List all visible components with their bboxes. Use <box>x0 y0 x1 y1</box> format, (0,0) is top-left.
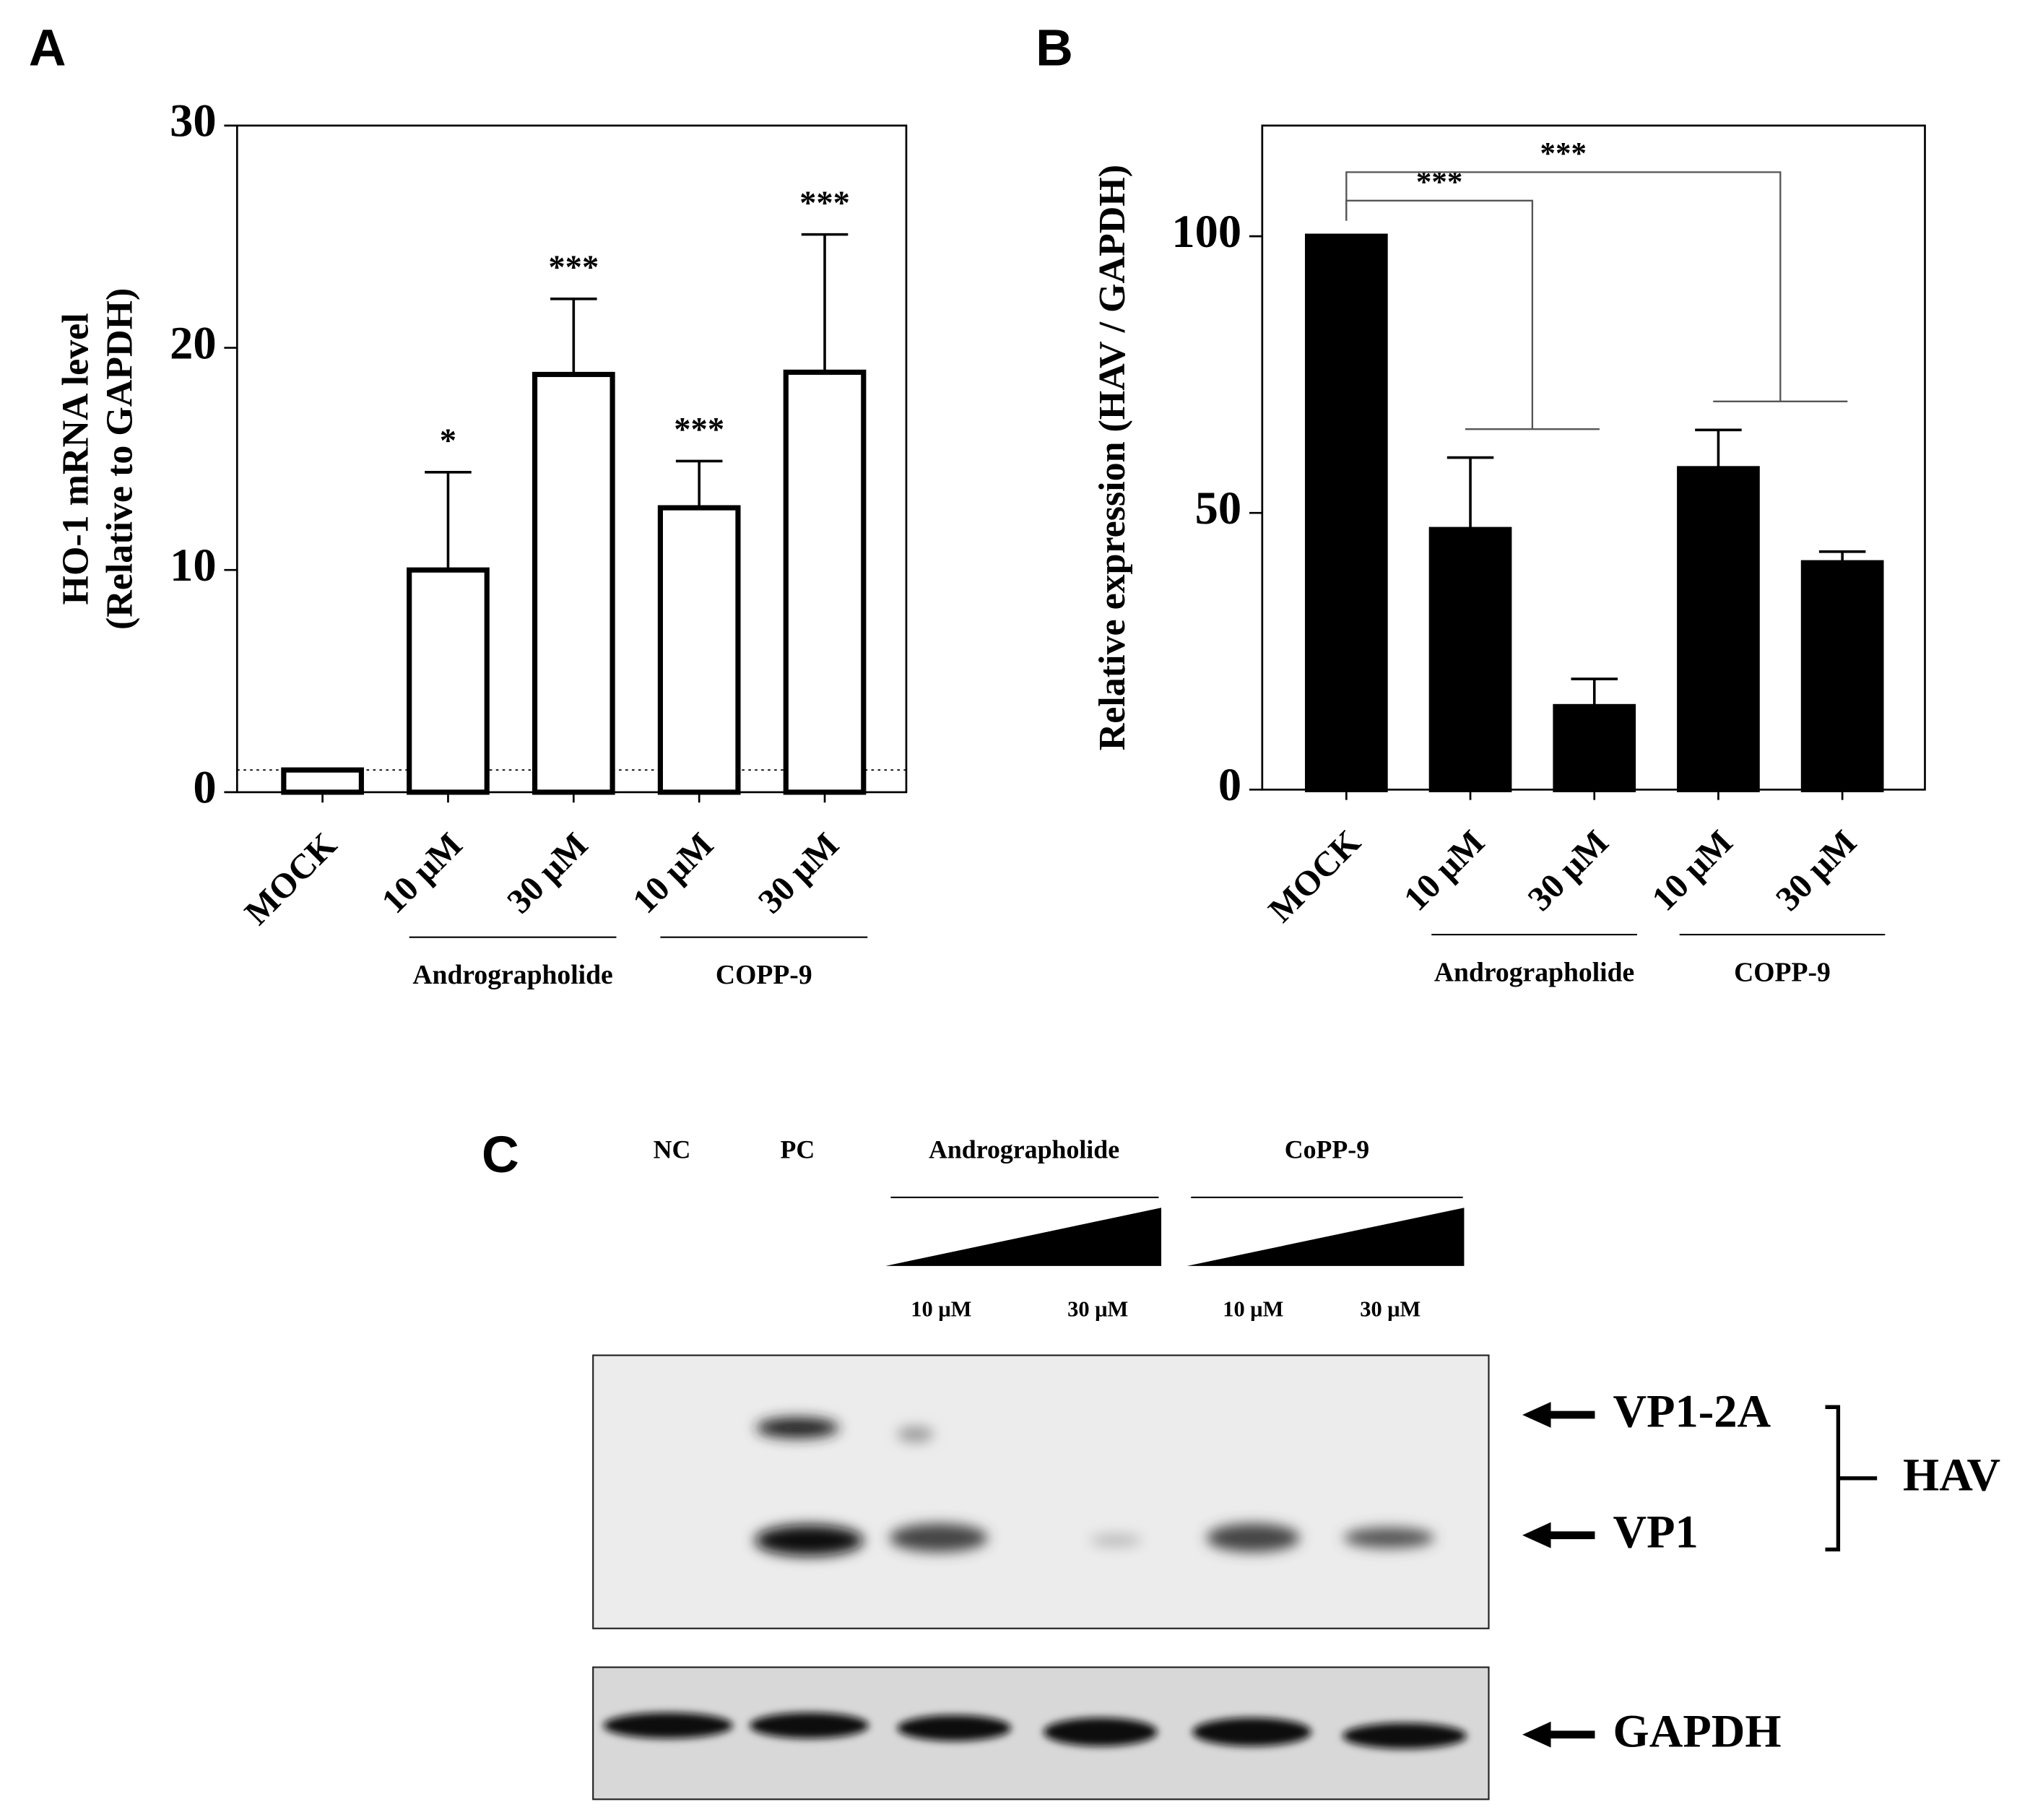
x-tick-label: 10 μM <box>375 826 470 921</box>
band <box>750 1712 869 1739</box>
error-bar <box>1571 677 1618 707</box>
significance-label: *** <box>674 411 724 448</box>
band <box>603 1712 733 1739</box>
band-label: GAPDH <box>1613 1705 1782 1756</box>
virus-label: HAV <box>1903 1449 2000 1500</box>
error-bar <box>801 233 849 373</box>
bar <box>1800 560 1884 792</box>
group-label: Andrographolide <box>1434 957 1634 987</box>
blot-gapdh <box>592 1666 1490 1800</box>
band <box>755 1525 864 1556</box>
bar <box>1677 466 1760 792</box>
bar <box>1553 703 1636 792</box>
band-label: VP1 <box>1613 1506 1699 1557</box>
error-bar <box>550 298 597 375</box>
y-tick-label: 50 <box>1195 482 1242 534</box>
error-bar <box>675 459 723 508</box>
band <box>1342 1722 1467 1749</box>
band-label: VP1-2A <box>1613 1386 1771 1437</box>
bar <box>1304 233 1388 792</box>
lane-label: NC <box>654 1135 691 1164</box>
panel-label: C <box>482 1126 519 1184</box>
group-label: COPP-9 <box>1734 957 1831 987</box>
dose-label: 30 μM <box>1067 1297 1128 1322</box>
y-tick-label: 20 <box>170 317 217 368</box>
significance-label: *** <box>548 248 599 286</box>
error-bar <box>1695 428 1742 469</box>
band <box>1343 1527 1435 1548</box>
y-tick-label: 0 <box>193 762 216 813</box>
x-tick-label: 10 μM <box>625 826 721 921</box>
treatment-label: Andrographolide <box>929 1135 1119 1164</box>
dose-label: 30 μM <box>1360 1297 1420 1322</box>
band <box>889 1523 988 1552</box>
arrows <box>1522 1402 1595 1748</box>
y-axis-label: Relative expression (HAV / GAPDH) <box>1092 165 1133 750</box>
bar <box>1428 526 1512 792</box>
bar <box>532 371 615 795</box>
error-bar <box>425 471 472 571</box>
y-tick-label: 10 <box>170 540 217 591</box>
band <box>897 1426 934 1442</box>
bar <box>281 767 364 795</box>
lane-label: PC <box>781 1135 815 1164</box>
dose-label: 10 μM <box>1223 1297 1283 1322</box>
x-tick-label: MOCK <box>1262 823 1368 930</box>
x-tick-label: 30 μM <box>1769 823 1864 919</box>
virus-bracket <box>1825 1405 1878 1552</box>
arrow-head <box>1522 1402 1551 1428</box>
arrow-head <box>1522 1721 1551 1748</box>
x-tick-label: MOCK <box>238 826 344 932</box>
error-bar <box>1446 456 1494 530</box>
band <box>1206 1523 1300 1552</box>
bar <box>407 567 490 795</box>
group-label: Andrographolide <box>412 960 612 990</box>
x-tick-label: 10 μM <box>1397 823 1492 919</box>
band <box>897 1715 1012 1741</box>
x-tick-label: 30 μM <box>751 826 846 921</box>
blot-hav <box>592 1354 1490 1629</box>
y-tick-label: 100 <box>1171 206 1241 257</box>
x-tick-label: 10 μM <box>1644 823 1740 919</box>
x-tick-label: 30 μM <box>1521 823 1616 919</box>
x-tick-label: 30 μM <box>500 826 595 921</box>
significance-label: *** <box>1416 165 1463 199</box>
bar <box>783 369 867 795</box>
significance-label: * <box>440 422 456 459</box>
bands-hav <box>755 1417 1435 1556</box>
treatment-label: CoPP-9 <box>1285 1135 1369 1164</box>
dose-wedge <box>1187 1208 1465 1266</box>
significance-label: *** <box>799 184 850 222</box>
y-axis-label: HO-1 mRNA level <box>56 313 97 604</box>
y-tick-label: 0 <box>1218 759 1241 810</box>
band <box>1192 1717 1311 1746</box>
significance-bracket <box>1345 171 1848 403</box>
panel-label: A <box>29 20 66 77</box>
significance-label: *** <box>1540 137 1587 171</box>
band <box>1043 1717 1158 1746</box>
bar <box>657 505 741 795</box>
band <box>1090 1533 1142 1547</box>
arrow-head <box>1522 1522 1551 1548</box>
panel-label: B <box>1036 20 1073 77</box>
y-axis-label: (Relative to GAPDH) <box>100 288 141 630</box>
dose-wedge <box>885 1208 1162 1266</box>
band <box>756 1417 839 1439</box>
y-tick-label: 30 <box>170 95 217 147</box>
dose-label: 10 μM <box>911 1297 971 1322</box>
bands-gapdh <box>603 1712 1467 1749</box>
group-label: COPP-9 <box>716 960 812 990</box>
